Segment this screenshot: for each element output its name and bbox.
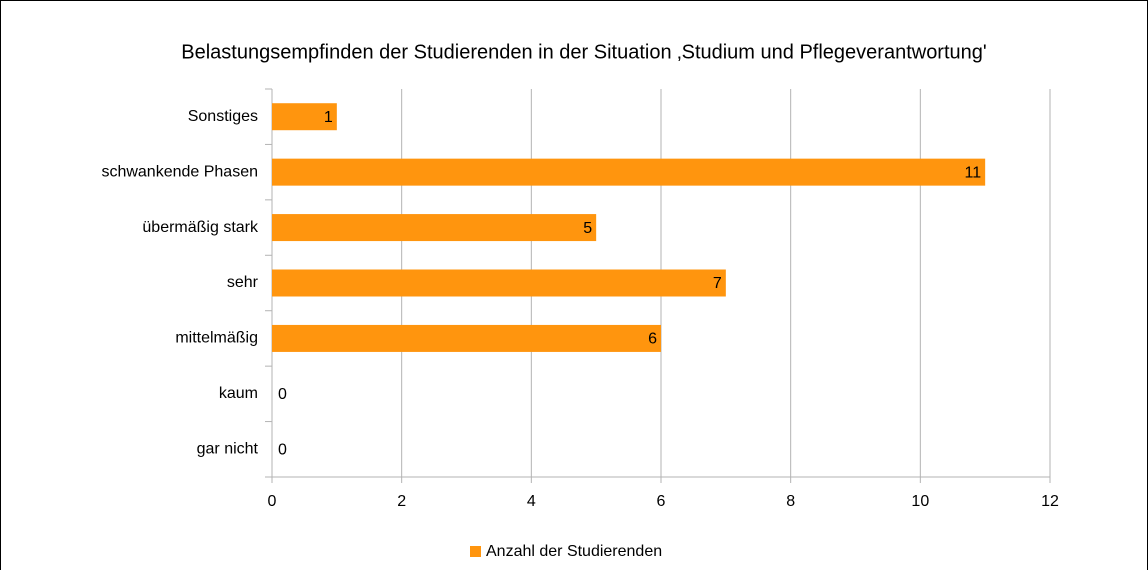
y-tick-label: Sonstiges [188,108,258,125]
y-tick-label: übermäßig stark [142,219,259,236]
bar [272,324,661,352]
data-label: 0 [278,386,287,403]
data-label: 0 [278,442,287,459]
y-tick-label: mittelmäßig [175,330,258,347]
legend-label: Anzahl der Studierenden [486,543,662,560]
legend-swatch [470,546,481,557]
x-tick-label: 10 [911,493,929,510]
x-tick-label: 12 [1041,493,1059,510]
data-label: 1 [324,109,333,126]
x-tick-label: 8 [786,493,795,510]
data-label: 7 [713,275,722,292]
bar [272,269,726,297]
y-tick-label: sehr [227,274,259,291]
bar [272,158,986,186]
y-tick-label: schwankende Phasen [101,163,258,180]
chart-title: Belastungsempfinden der Studierenden in … [181,41,986,63]
x-tick-label: 2 [397,493,406,510]
x-tick-label: 0 [268,493,277,510]
y-tick-label: kaum [219,385,258,402]
x-tick-label: 6 [657,493,666,510]
data-label: 11 [965,164,982,181]
bar [272,214,597,242]
data-label: 5 [583,220,592,237]
x-tick-label: 4 [527,493,536,510]
data-label: 6 [648,331,657,348]
bar [272,103,337,131]
y-tick-label: gar nicht [197,441,259,458]
